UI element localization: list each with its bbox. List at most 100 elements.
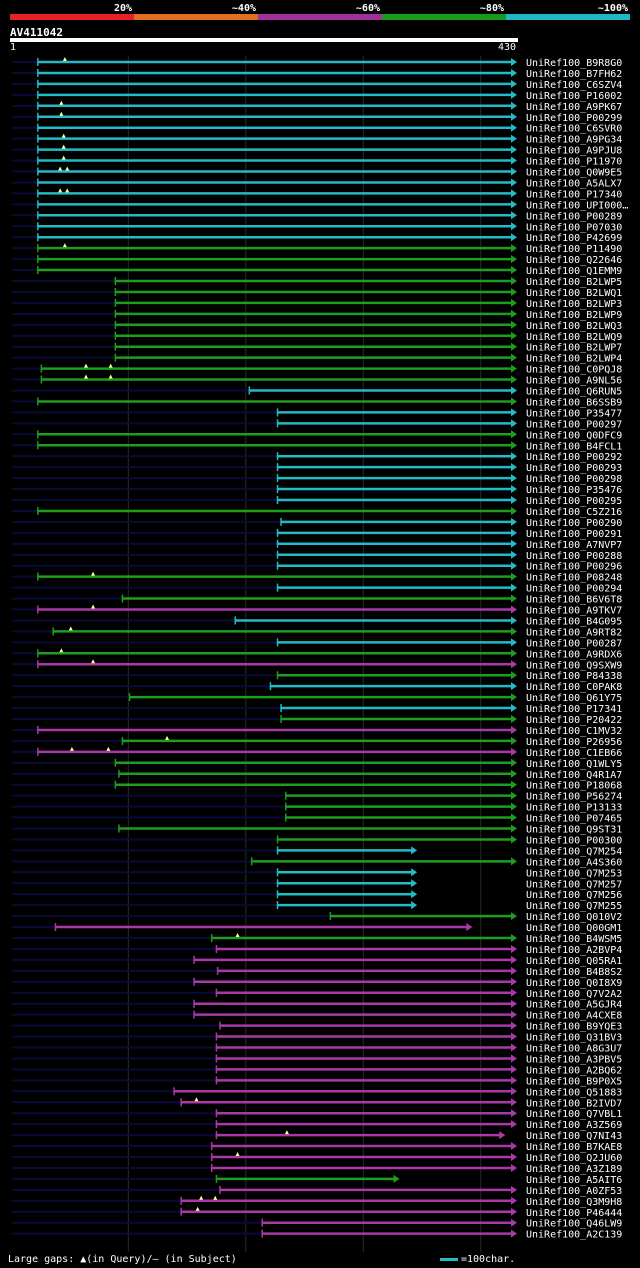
hit-end-arrow bbox=[511, 1098, 517, 1107]
hit-row: UniRef100_Q010V2 bbox=[12, 912, 622, 923]
hit-row: UniRef100_Q05RA1 bbox=[12, 955, 622, 967]
hit-row: UniRef100_A2C139 bbox=[12, 1229, 622, 1241]
query-gap-marker bbox=[235, 933, 240, 937]
hit-end-arrow bbox=[511, 1087, 517, 1096]
hit-end-arrow bbox=[511, 715, 517, 723]
hit-row: UniRef100_P42699 bbox=[12, 233, 622, 244]
hit-label: UniRef100_P08248 bbox=[526, 573, 622, 584]
query-gap-marker bbox=[59, 648, 64, 653]
hit-end-arrow bbox=[511, 583, 517, 592]
hit-end-arrow bbox=[511, 222, 517, 231]
hit-label: UniRef100_A8G3U7 bbox=[526, 1044, 622, 1055]
hit-end-arrow bbox=[511, 189, 517, 198]
hit-end-arrow bbox=[466, 923, 473, 932]
hit-end-arrow bbox=[511, 1076, 517, 1085]
hit-label: UniRef100_B9YQE3 bbox=[526, 1022, 622, 1033]
hit-row: UniRef100_A3Z569 bbox=[12, 1120, 622, 1131]
query-gap-marker bbox=[213, 1195, 218, 1200]
hit-alignment-panel: UniRef100_B9R8G0 UniRef100_B7FH62 UniRef10… bbox=[0, 56, 640, 1252]
hit-row: UniRef100_P20422 bbox=[12, 715, 622, 726]
hit-label: UniRef100_C0PAK8 bbox=[526, 682, 622, 693]
hit-end-arrow bbox=[511, 977, 517, 986]
hit-end-arrow bbox=[511, 90, 517, 99]
hit-label: UniRef100_B4G095 bbox=[526, 616, 622, 627]
hit-row: UniRef100_B2LWQ1 bbox=[12, 287, 622, 299]
hit-end-arrow bbox=[511, 474, 517, 483]
hit-end-arrow bbox=[511, 517, 517, 526]
hit-label: UniRef100_Q3M9H8 bbox=[526, 1197, 622, 1208]
hit-label: UniRef100_P00299 bbox=[526, 113, 622, 124]
hit-label: UniRef100_Q7M253 bbox=[526, 868, 622, 879]
hit-label: UniRef100_Q7M256 bbox=[526, 890, 622, 901]
hit-label: UniRef100_Q7NI43 bbox=[526, 1131, 622, 1142]
hit-row: UniRef100_A2BQ62 bbox=[12, 1065, 622, 1076]
hit-label: UniRef100_P07030 bbox=[526, 222, 622, 233]
hit-row: UniRef100_B4G095 bbox=[12, 616, 622, 627]
scale-label: ~40% bbox=[232, 3, 256, 14]
hit-label: UniRef100_Q1WLY5 bbox=[526, 759, 622, 770]
hit-row: UniRef100_Q0DFC9 bbox=[12, 430, 622, 441]
hit-label: UniRef100_P17341 bbox=[526, 704, 622, 715]
hit-end-arrow bbox=[511, 1010, 517, 1019]
hit-label: UniRef100_B6SSB9 bbox=[526, 397, 622, 408]
hit-end-arrow bbox=[511, 813, 517, 822]
hit-row: UniRef100_UPI000… bbox=[12, 200, 628, 211]
hit-row: UniRef100_B7FH62 bbox=[12, 68, 622, 80]
hit-row: UniRef100_P00296 bbox=[12, 561, 622, 573]
hit-label: UniRef100_B2LWP4 bbox=[526, 354, 622, 365]
query-gap-marker bbox=[59, 100, 64, 105]
hit-row: UniRef100_B2LWP5 bbox=[12, 277, 622, 288]
hit-end-arrow bbox=[511, 1120, 517, 1129]
hit-row: UniRef100_B9YQE3 bbox=[12, 1021, 622, 1033]
hit-row: UniRef100_P00288 bbox=[12, 550, 622, 562]
hit-row: UniRef100_C6SVR0 bbox=[12, 123, 622, 135]
hit-label: UniRef100_P00288 bbox=[526, 551, 622, 562]
hit-label: UniRef100_P35476 bbox=[526, 485, 622, 496]
hit-label: UniRef100_Q7V2A2 bbox=[526, 989, 622, 1000]
hit-end-arrow bbox=[511, 1043, 517, 1052]
hit-end-arrow bbox=[511, 233, 517, 242]
hit-row: UniRef100_P26956 bbox=[12, 735, 622, 748]
hit-label: UniRef100_C1EB66 bbox=[526, 748, 622, 759]
hit-end-arrow bbox=[511, 1065, 517, 1074]
hit-row: UniRef100_P17341 bbox=[12, 704, 622, 715]
hit-end-arrow bbox=[511, 320, 517, 329]
hit-row: UniRef100_Q46LW9 bbox=[12, 1218, 622, 1230]
hit-row: UniRef100_P46444 bbox=[12, 1206, 622, 1219]
hit-label: UniRef100_B2LWQ9 bbox=[526, 332, 622, 343]
hit-end-arrow bbox=[511, 1196, 517, 1205]
hit-row: UniRef100_Q9ST31 bbox=[12, 824, 622, 836]
hit-end-arrow bbox=[511, 616, 517, 625]
hit-label: UniRef100_Q7VBL1 bbox=[526, 1109, 622, 1120]
query-gap-marker bbox=[65, 166, 70, 171]
hit-end-arrow bbox=[511, 999, 517, 1008]
hit-label: UniRef100_P00294 bbox=[526, 584, 622, 595]
scale-label: ~80% bbox=[480, 3, 504, 14]
hit-row: UniRef100_Q6RUN5 bbox=[12, 386, 622, 398]
hit-end-arrow bbox=[511, 496, 517, 504]
query-gap-marker bbox=[62, 57, 67, 61]
hit-row: UniRef100_A9PJU8 bbox=[12, 144, 622, 157]
hit-label: UniRef100_A9RDX6 bbox=[526, 649, 622, 660]
hit-label: UniRef100_P11970 bbox=[526, 157, 622, 168]
hit-label: UniRef100_P18068 bbox=[526, 781, 622, 792]
query-gap-marker bbox=[106, 746, 111, 751]
hit-row: UniRef100_P07030 bbox=[12, 222, 622, 233]
hit-row: UniRef100_Q00GM1 bbox=[12, 923, 622, 934]
hit-end-arrow bbox=[511, 944, 517, 953]
hit-label: UniRef100_Q61Y75 bbox=[526, 693, 622, 704]
hit-row: UniRef100_Q22646 bbox=[12, 255, 622, 266]
hit-row: UniRef100_A8G3U7 bbox=[12, 1043, 622, 1055]
hit-label: UniRef100_A3Z569 bbox=[526, 1120, 622, 1131]
hit-label: UniRef100_A9RT82 bbox=[526, 627, 622, 638]
hit-row: UniRef100_Q0W9E5 bbox=[12, 166, 622, 179]
hit-row: UniRef100_B2IVD7 bbox=[12, 1097, 622, 1109]
hit-row: UniRef100_A2BVP4 bbox=[12, 944, 622, 956]
hit-end-arrow bbox=[511, 682, 517, 691]
hit-end-arrow bbox=[511, 375, 517, 384]
hit-label: UniRef100_B2IVD7 bbox=[526, 1098, 622, 1109]
hit-end-arrow bbox=[511, 419, 517, 428]
hit-row: UniRef100_Q7M256 bbox=[12, 890, 622, 901]
query-gap-marker bbox=[84, 374, 89, 379]
hit-row: UniRef100_Q1EMM9 bbox=[12, 266, 622, 277]
